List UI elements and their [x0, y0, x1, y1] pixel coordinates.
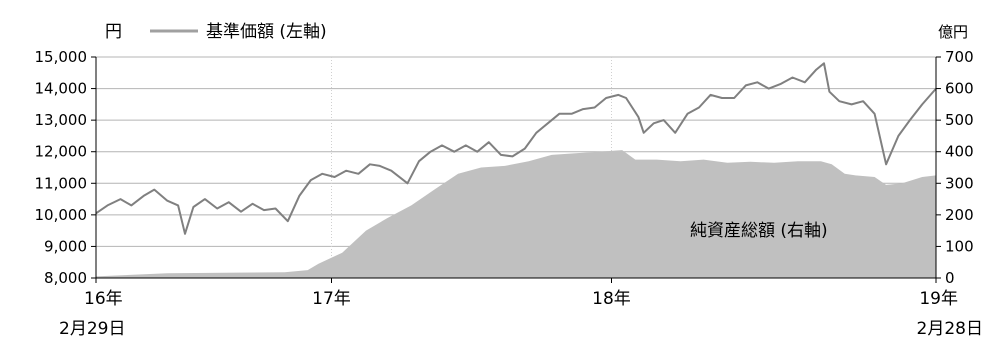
x-tick-label-year: 18年: [592, 289, 631, 309]
legend-label-nav: 基準価額 (左軸): [206, 22, 327, 42]
net-assets-area-layer: [96, 150, 936, 278]
right-tick-label: 200: [945, 206, 974, 224]
right-tick-label: 700: [945, 48, 974, 66]
right-tick-label: 600: [945, 80, 974, 98]
x-tick-label-year: 17年: [312, 289, 351, 309]
x-tick-label-year: 16年: [84, 289, 123, 309]
right-tick-label: 100: [945, 237, 974, 255]
left-tick-label: 15,000: [35, 48, 88, 66]
left-tick-label: 8,000: [44, 269, 87, 287]
left-tick-label: 12,000: [35, 143, 88, 161]
left-tick-label: 11,000: [35, 174, 88, 192]
left-tick-label: 10,000: [35, 206, 88, 224]
x-tick-label-year: 19年: [919, 289, 958, 309]
net-assets-label: 純資産総額 (右軸): [690, 221, 828, 241]
left-tick-label: 13,000: [35, 111, 88, 129]
right-tick-label: 500: [945, 111, 974, 129]
x-tick-label-date: 2月28日: [917, 319, 983, 339]
left-tick-label: 14,000: [35, 80, 88, 98]
right-tick-label: 0: [945, 269, 955, 287]
tick-labels: 8,000 9,000 10,000 11,000 12,000 13,000 14,000…: [35, 48, 984, 339]
nav-line: [95, 62, 937, 235]
right-tick-label: 300: [945, 174, 974, 192]
left-axis-unit: 円: [105, 22, 122, 42]
nav-line-layer: [95, 62, 937, 235]
right-axis-unit: 億円: [938, 23, 968, 41]
left-tick-label: 9,000: [44, 237, 87, 255]
x-tick-label-date: 2月29日: [59, 319, 125, 339]
net-assets-area: [96, 150, 936, 278]
right-tick-label: 400: [945, 143, 974, 161]
axes: [91, 56, 941, 283]
